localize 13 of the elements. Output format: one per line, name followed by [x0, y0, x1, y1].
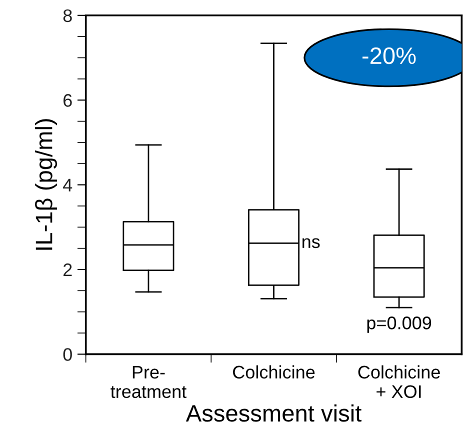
- y-axis-title: IL-1β (pg/ml): [35, 119, 58, 250]
- y-tick-label: 0: [63, 348, 72, 361]
- x-tick-label: Colchicine + XOI: [358, 365, 440, 398]
- x-tick-label: Pre- treatment: [110, 366, 186, 398]
- y-tick-label: 6: [64, 94, 72, 107]
- y-tick-label: 2: [64, 263, 72, 276]
- x-axis-title: Assessment visit: [186, 404, 362, 422]
- annotation: ns: [302, 238, 320, 248]
- annotation: p=0.009: [367, 316, 432, 333]
- annotation: -20%: [362, 47, 416, 64]
- x-tick-label: Colchicine: [233, 365, 315, 379]
- y-tick-label: 8: [63, 9, 72, 22]
- y-tick-label: 4: [63, 178, 72, 192]
